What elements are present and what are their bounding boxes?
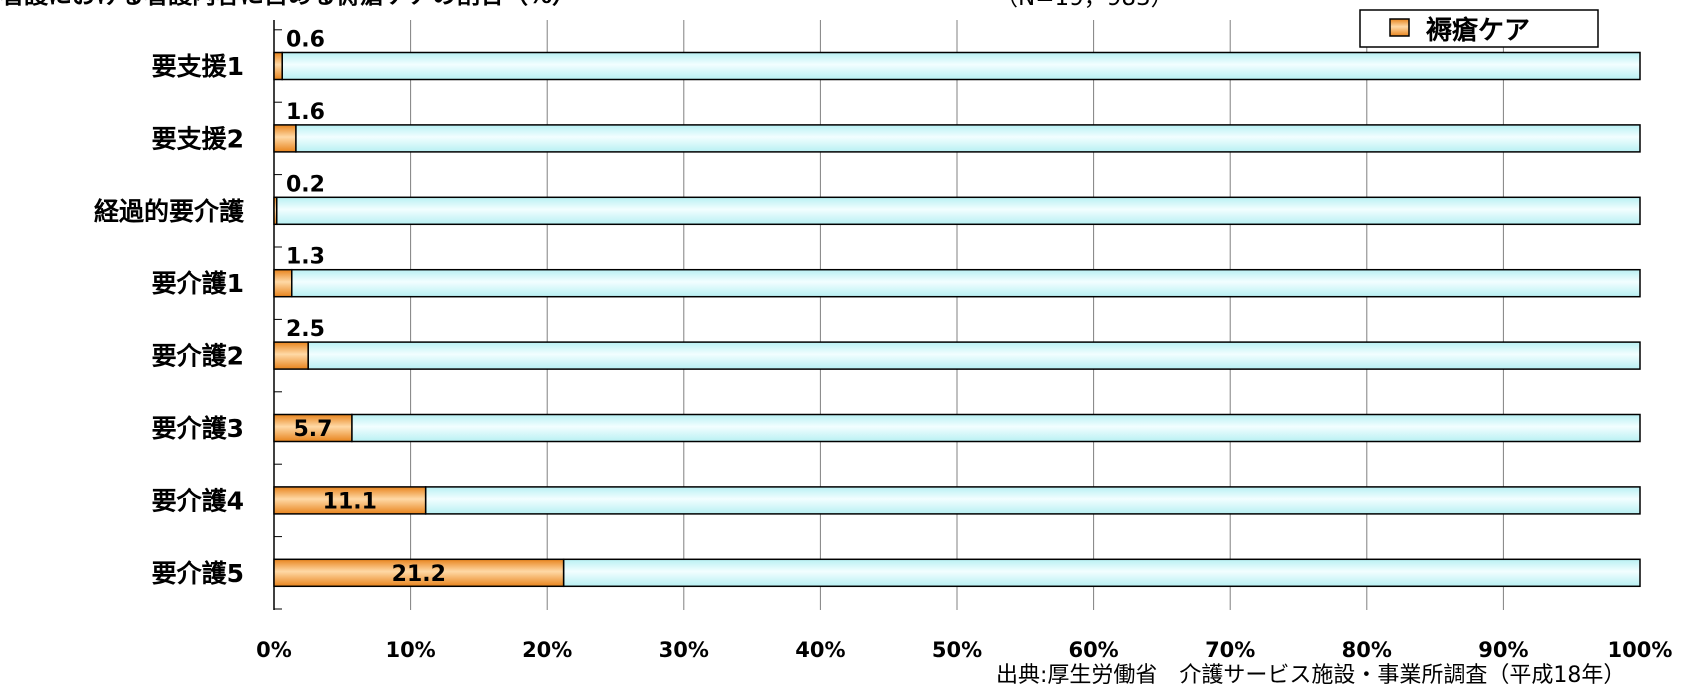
data-label: 1.6 xyxy=(286,100,325,125)
x-tick-label: 40% xyxy=(795,638,845,662)
x-tick-label: 60% xyxy=(1068,638,1118,662)
labels-layer: 0% 10% 20% 30% 40% 50% 60% 70% 80% 90% 100% 要支援1 0.6… xyxy=(94,28,1672,663)
category-label: 経過的要介護 xyxy=(94,197,245,226)
bar-segment xyxy=(273,486,427,515)
category-label: 要介護3 xyxy=(152,414,244,443)
x-tick-label: 30% xyxy=(659,638,709,662)
category-label: 要介護4 xyxy=(152,486,244,515)
bar-segment xyxy=(273,341,309,370)
source-note: 出典:厚生労働省 介護サービス施設・事業所調査（平成18年） xyxy=(996,663,1625,687)
bars-layer xyxy=(273,51,1641,588)
grid-layer xyxy=(273,20,1504,610)
x-tick-label: 70% xyxy=(1205,638,1255,662)
bar-segment xyxy=(273,51,283,81)
data-label: 5.7 xyxy=(293,417,332,442)
data-label: 1.3 xyxy=(286,245,325,270)
data-label: 11.1 xyxy=(323,489,377,514)
category-label: 要介護5 xyxy=(152,559,244,588)
x-tick-label: 90% xyxy=(1478,638,1528,662)
bar-remainder xyxy=(562,558,1641,588)
x-tick-label: 0% xyxy=(256,638,292,662)
data-label: 21.2 xyxy=(392,562,446,587)
data-label: 0.2 xyxy=(286,172,325,197)
bar-remainder xyxy=(424,486,1641,515)
bar-segment xyxy=(273,196,278,226)
bar-remainder xyxy=(307,341,1641,370)
chart-title: 看護における看護内容に占める褥瘡ケアの割合（%） xyxy=(0,0,576,9)
x-tick-label: 100% xyxy=(1608,638,1673,662)
bar-remainder xyxy=(351,413,1641,443)
legend-label: 褥瘡ケア xyxy=(1425,16,1530,46)
x-tick-label: 10% xyxy=(385,638,435,662)
bar-remainder xyxy=(275,196,1641,226)
legend: 褥瘡ケア xyxy=(1359,9,1599,48)
category-label: 要支援2 xyxy=(152,124,244,153)
bar-remainder xyxy=(295,124,1641,153)
category-label: 要介護2 xyxy=(152,342,244,371)
x-tick-label: 50% xyxy=(932,638,982,662)
x-tick-label: 80% xyxy=(1342,638,1392,662)
bar-segment xyxy=(273,124,297,153)
data-label: 2.5 xyxy=(286,317,325,342)
bar-segment xyxy=(273,268,293,298)
data-label: 0.6 xyxy=(286,28,325,53)
category-label: 要介護1 xyxy=(152,269,244,298)
legend-swatch-icon xyxy=(1389,18,1410,37)
sample-size-label: （N=19，983） xyxy=(995,0,1174,11)
x-tick-label: 20% xyxy=(522,638,572,662)
bar-remainder xyxy=(291,268,1641,298)
bar-segment xyxy=(273,558,565,588)
category-label: 要支援1 xyxy=(152,52,244,81)
bar-segment xyxy=(273,413,353,443)
bar-remainder xyxy=(281,51,1641,81)
